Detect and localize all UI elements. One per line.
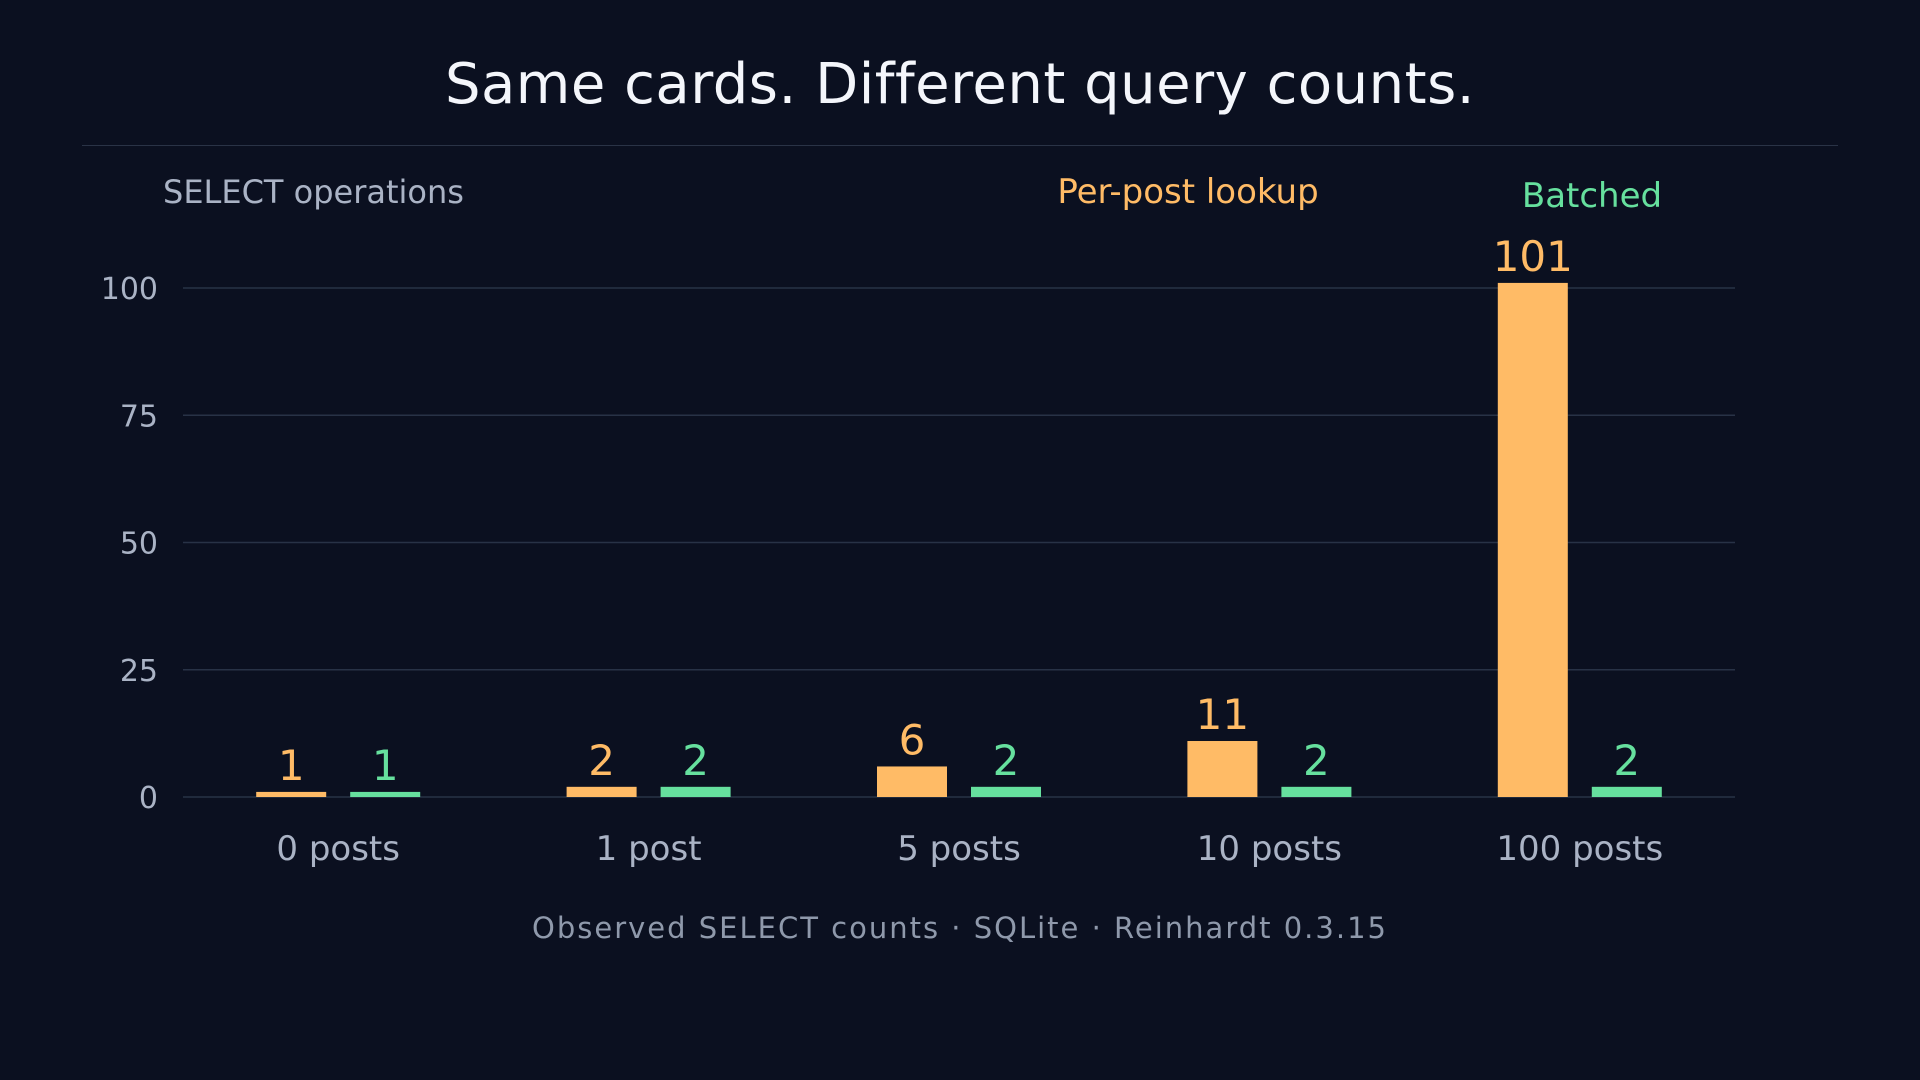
x-tick-label: 100 posts [1496,829,1663,869]
y-tick-label: 75 [120,399,158,434]
data-label: 2 [1613,736,1640,785]
y-axis-label: SELECT operations [163,173,464,211]
data-label: 11 [1196,690,1249,739]
chart-title: Same cards. Different query counts. [444,52,1476,117]
y-tick-label: 0 [139,781,158,816]
title-divider [82,145,1838,146]
y-tick-label: 50 [120,527,158,562]
y-tick-label: 25 [120,654,158,689]
x-tick-label: 0 posts [276,829,400,869]
legend-label: Batched [1522,176,1662,216]
bar-per-post [1187,741,1258,797]
bar-per-post [566,786,637,797]
data-label: 2 [993,736,1020,785]
data-label: 6 [899,715,926,764]
bar-batched [350,791,421,797]
x-tick-label: 1 post [596,829,702,869]
bar-batched [971,786,1041,797]
chart-footer: Observed SELECT counts · SQLite · Reinha… [532,911,1388,945]
bar-batched [660,786,731,797]
legend-label: Per-post lookup [1057,172,1318,212]
data-label: 1 [278,741,305,790]
data-label: 2 [588,736,615,785]
x-tick-label: 10 posts [1197,829,1342,869]
x-tick-label: 5 posts [897,829,1021,869]
bar-batched [1591,786,1662,797]
data-label: 2 [1303,736,1330,785]
data-label: 2 [682,736,709,785]
bar-per-post [256,791,327,797]
bar-batched [1281,786,1352,797]
y-tick-label: 100 [101,272,158,307]
bar-per-post [877,766,947,797]
bar-per-post [1497,282,1568,797]
data-label: 1 [372,741,399,790]
data-label: 101 [1493,232,1573,281]
